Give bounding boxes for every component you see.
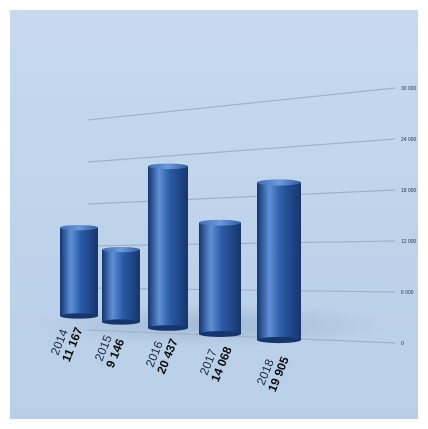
y-tick-label: 30 000 bbox=[401, 86, 417, 92]
bar-top bbox=[60, 224, 98, 231]
y-tick-label: 12 000 bbox=[401, 239, 417, 245]
bar bbox=[60, 227, 98, 316]
bar-base bbox=[60, 313, 98, 319]
gridline bbox=[87, 189, 396, 205]
y-tick-label: 18 000 bbox=[401, 188, 417, 194]
y-tick-label: 6 000 bbox=[401, 290, 414, 296]
bar-top bbox=[148, 163, 188, 170]
bar-base bbox=[257, 336, 301, 344]
bar-base bbox=[148, 325, 188, 331]
bar-top bbox=[257, 179, 301, 186]
bar bbox=[102, 249, 140, 322]
bar-top bbox=[199, 219, 241, 226]
bar bbox=[257, 182, 301, 340]
gridline bbox=[87, 240, 396, 247]
y-tick-label: 0 bbox=[401, 341, 404, 347]
gridline bbox=[87, 87, 396, 121]
bar bbox=[199, 222, 241, 334]
gridline bbox=[87, 138, 396, 163]
bar-top bbox=[102, 246, 140, 253]
y-tick-label: 24 000 bbox=[401, 137, 417, 143]
bar bbox=[148, 166, 188, 328]
gridline bbox=[87, 329, 396, 344]
bar-base bbox=[199, 331, 241, 337]
bar-base bbox=[102, 319, 140, 325]
